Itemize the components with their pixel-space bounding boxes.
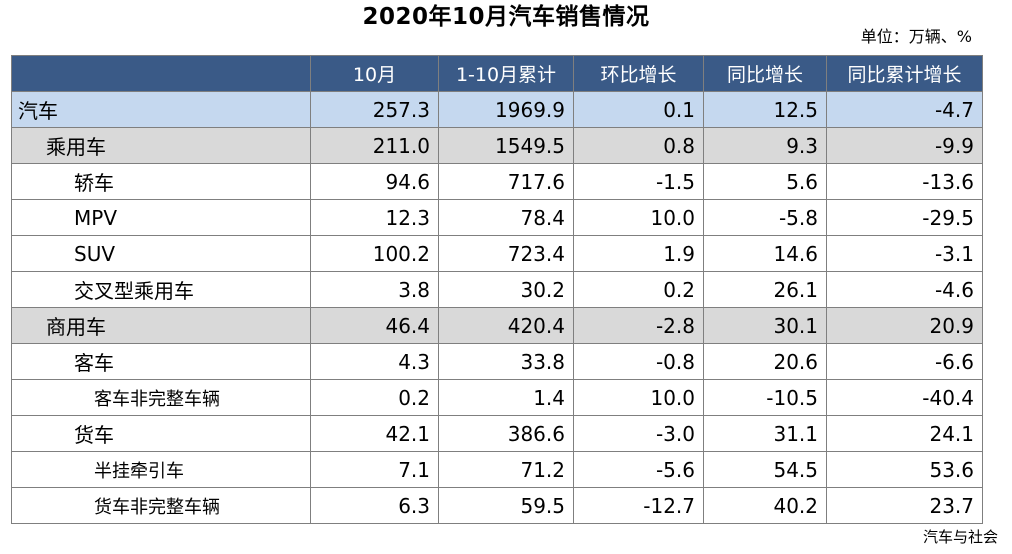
row-label: SUV — [11, 235, 311, 272]
cell-yoy-cumulative-growth: 24.1 — [826, 415, 983, 452]
cell-cumulative: 59.5 — [438, 487, 574, 524]
cell-cumulative: 723.4 — [438, 235, 574, 272]
header-month: 10月 — [310, 55, 439, 92]
table-header-row: 10月 1-10月累计 环比增长 同比增长 同比累计增长 — [11, 55, 983, 92]
page-title: 2020年10月汽车销售情况 — [362, 4, 650, 30]
unit-label: 单位：万辆、% — [860, 27, 972, 46]
table-row: 客车非完整车辆 0.2 1.4 10.0 -10.5 -40.4 — [11, 379, 983, 416]
table-row: 货车 42.1 386.6 -3.0 31.1 24.1 — [11, 415, 983, 452]
cell-month: 100.2 — [310, 235, 439, 272]
cell-mom-growth: -12.7 — [573, 487, 704, 524]
cell-mom-growth: 0.2 — [573, 271, 704, 308]
cell-yoy-growth: 14.6 — [703, 235, 827, 272]
cell-yoy-cumulative-growth: -6.6 — [826, 343, 983, 380]
cell-mom-growth: 1.9 — [573, 235, 704, 272]
cell-yoy-cumulative-growth: -4.6 — [826, 271, 983, 308]
table-row: SUV 100.2 723.4 1.9 14.6 -3.1 — [11, 235, 983, 272]
header-yoy-growth: 同比增长 — [703, 55, 827, 92]
cell-month: 46.4 — [310, 307, 439, 344]
cell-month: 0.2 — [310, 379, 439, 416]
cell-yoy-cumulative-growth: 20.9 — [826, 307, 983, 344]
table-row: MPV 12.3 78.4 10.0 -5.8 -29.5 — [11, 199, 983, 236]
cell-mom-growth: 0.8 — [573, 127, 704, 164]
cell-month: 94.6 — [310, 163, 439, 200]
source-watermark: 汽车与社会 — [922, 528, 998, 546]
cell-cumulative: 71.2 — [438, 451, 574, 488]
cell-yoy-growth: 54.5 — [703, 451, 827, 488]
cell-yoy-growth: 26.1 — [703, 271, 827, 308]
cell-cumulative: 30.2 — [438, 271, 574, 308]
cell-cumulative: 78.4 — [438, 199, 574, 236]
cell-mom-growth: 10.0 — [573, 199, 704, 236]
cell-yoy-growth: 5.6 — [703, 163, 827, 200]
cell-month: 42.1 — [310, 415, 439, 452]
sales-table: 10月 1-10月累计 环比增长 同比增长 同比累计增长 汽车 257.3 1969… — [11, 55, 983, 524]
table-row: 客车 4.3 33.8 -0.8 20.6 -6.6 — [11, 343, 983, 380]
table-row: 交叉型乘用车 3.8 30.2 0.2 26.1 -4.6 — [11, 271, 983, 308]
cell-yoy-growth: 30.1 — [703, 307, 827, 344]
cell-cumulative: 1.4 — [438, 379, 574, 416]
cell-cumulative: 33.8 — [438, 343, 574, 380]
cell-yoy-cumulative-growth: -40.4 — [826, 379, 983, 416]
cell-yoy-cumulative-growth: -13.6 — [826, 163, 983, 200]
row-label: MPV — [11, 199, 311, 236]
header-mom-growth: 环比增长 — [573, 55, 704, 92]
cell-mom-growth: -1.5 — [573, 163, 704, 200]
cell-cumulative: 1549.5 — [438, 127, 574, 164]
row-label: 客车非完整车辆 — [11, 379, 311, 416]
cell-mom-growth: -5.6 — [573, 451, 704, 488]
cell-mom-growth: 10.0 — [573, 379, 704, 416]
table-row: 乘用车 211.0 1549.5 0.8 9.3 -9.9 — [11, 127, 983, 164]
cell-mom-growth: -3.0 — [573, 415, 704, 452]
cell-month: 12.3 — [310, 199, 439, 236]
cell-yoy-cumulative-growth: 23.7 — [826, 487, 983, 524]
cell-month: 4.3 — [310, 343, 439, 380]
cell-month: 257.3 — [310, 91, 439, 128]
cell-yoy-growth: -5.8 — [703, 199, 827, 236]
table-row: 商用车 46.4 420.4 -2.8 30.1 20.9 — [11, 307, 983, 344]
cell-yoy-growth: 20.6 — [703, 343, 827, 380]
row-label: 货车 — [11, 415, 311, 452]
cell-cumulative: 717.6 — [438, 163, 574, 200]
row-label: 货车非完整车辆 — [11, 487, 311, 524]
header-cumulative: 1-10月累计 — [438, 55, 574, 92]
cell-yoy-cumulative-growth: -9.9 — [826, 127, 983, 164]
row-label: 轿车 — [11, 163, 311, 200]
cell-month: 211.0 — [310, 127, 439, 164]
cell-month: 7.1 — [310, 451, 439, 488]
cell-month: 3.8 — [310, 271, 439, 308]
cell-mom-growth: -0.8 — [573, 343, 704, 380]
cell-yoy-growth: 31.1 — [703, 415, 827, 452]
header-category — [11, 55, 311, 92]
cell-yoy-growth: -10.5 — [703, 379, 827, 416]
header-yoy-cumulative-growth: 同比累计增长 — [826, 55, 983, 92]
cell-mom-growth: -2.8 — [573, 307, 704, 344]
cell-yoy-growth: 9.3 — [703, 127, 827, 164]
cell-yoy-growth: 40.2 — [703, 487, 827, 524]
cell-cumulative: 420.4 — [438, 307, 574, 344]
table-row: 货车非完整车辆 6.3 59.5 -12.7 40.2 23.7 — [11, 487, 983, 524]
table-row: 轿车 94.6 717.6 -1.5 5.6 -13.6 — [11, 163, 983, 200]
cell-cumulative: 386.6 — [438, 415, 574, 452]
row-label: 乘用车 — [11, 127, 311, 164]
cell-yoy-growth: 12.5 — [703, 91, 827, 128]
cell-month: 6.3 — [310, 487, 439, 524]
row-label: 半挂牵引车 — [11, 451, 311, 488]
row-label: 商用车 — [11, 307, 311, 344]
cell-yoy-cumulative-growth: -4.7 — [826, 91, 983, 128]
cell-yoy-cumulative-growth: -3.1 — [826, 235, 983, 272]
table-row: 半挂牵引车 7.1 71.2 -5.6 54.5 53.6 — [11, 451, 983, 488]
cell-cumulative: 1969.9 — [438, 91, 574, 128]
row-label: 交叉型乘用车 — [11, 271, 311, 308]
cell-yoy-cumulative-growth: -29.5 — [826, 199, 983, 236]
row-label: 汽车 — [11, 91, 311, 128]
table-row: 汽车 257.3 1969.9 0.1 12.5 -4.7 — [11, 91, 983, 128]
cell-mom-growth: 0.1 — [573, 91, 704, 128]
row-label: 客车 — [11, 343, 311, 380]
cell-yoy-cumulative-growth: 53.6 — [826, 451, 983, 488]
